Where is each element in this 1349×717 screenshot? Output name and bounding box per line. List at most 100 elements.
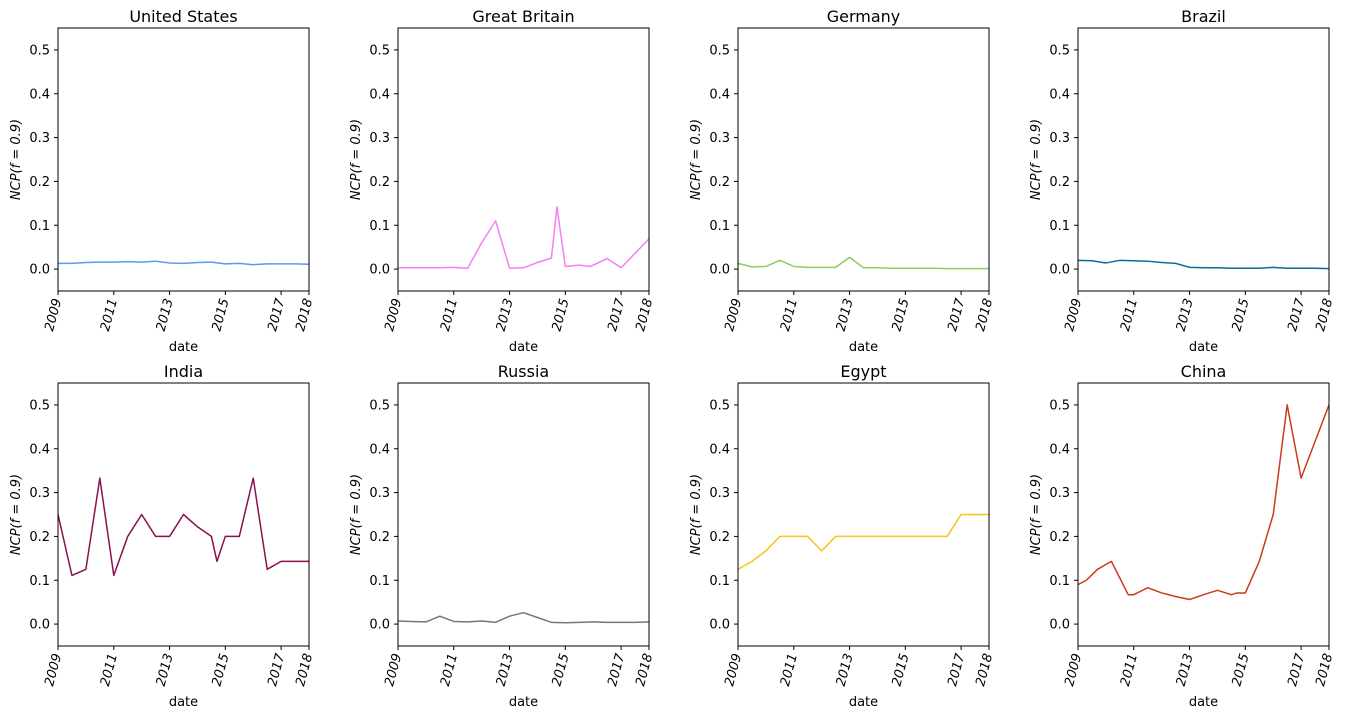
x-tick-label: 2013: [154, 297, 177, 333]
y-tick-label: 0.5: [369, 43, 390, 58]
y-tick-label: 0.0: [709, 263, 730, 278]
y-tick-label: 0.3: [369, 486, 390, 501]
x-tick-label: 2018: [633, 652, 656, 688]
subplot-germany: Germany 0.0 0.1 0.2 0.3 0.4 0.5 2009 2011 2013 201…: [689, 7, 996, 355]
x-tick-label: 2017: [605, 651, 628, 688]
y-tick-label: 0.1: [29, 574, 50, 589]
axes-frame: [737, 382, 990, 647]
x-tick-label: 2013: [1174, 652, 1197, 688]
x-tick-label: 2015: [210, 652, 233, 688]
y-tick-label: 0.2: [369, 530, 390, 545]
y-tick-label: 0.2: [29, 530, 50, 545]
x-tick-label: 2009: [1062, 297, 1085, 333]
y-tick-label: 0.3: [29, 131, 50, 146]
x-tick-label: 2017: [945, 651, 968, 688]
y-axis-label: NCP(f = 0.9): [349, 119, 364, 200]
y-tick-label: 0.4: [369, 87, 390, 102]
x-tick-label: 2017: [1285, 296, 1308, 333]
y-tick-label: 0.3: [29, 486, 50, 501]
y-axis-label: NCP(f = 0.9): [689, 119, 704, 200]
x-axis-label: date: [1189, 340, 1218, 355]
y-axis-label: NCP(f = 0.9): [1029, 119, 1044, 200]
x-tick-label: 2018: [293, 652, 316, 688]
x-tick-label: 2018: [1313, 652, 1336, 688]
series-line: [57, 477, 309, 577]
axes-frame: [57, 382, 310, 647]
x-tick-label: 2015: [890, 297, 913, 333]
y-tick-label: 0.0: [369, 618, 390, 633]
y-tick-label: 0.5: [29, 398, 50, 413]
x-axis-label: date: [849, 695, 878, 710]
x-tick-label: 2015: [1230, 652, 1253, 688]
y-tick-label: 0.0: [709, 618, 730, 633]
x-tick-label: 2017: [265, 651, 288, 688]
x-tick-label: 2018: [633, 297, 656, 333]
y-tick-label: 0.1: [1049, 574, 1070, 589]
x-tick-label: 2018: [1313, 297, 1336, 333]
y-tick-label: 0.5: [1049, 398, 1070, 413]
x-tick-label: 2009: [722, 297, 745, 333]
x-axis-label: date: [1189, 695, 1218, 710]
subplot-title: Egypt: [840, 362, 886, 381]
x-axis-label: date: [509, 695, 538, 710]
x-tick-label: 2009: [42, 652, 65, 688]
y-tick-label: 0.3: [1049, 486, 1070, 501]
x-tick-label: 2011: [98, 652, 121, 688]
y-tick-label: 0.4: [1049, 442, 1070, 457]
y-tick-label: 0.1: [369, 219, 390, 234]
y-tick-label: 0.1: [29, 219, 50, 234]
y-tick-label: 0.3: [709, 131, 730, 146]
y-tick-label: 0.2: [369, 175, 390, 190]
series-line: [58, 260, 310, 266]
x-tick-label: 2009: [1062, 652, 1085, 688]
y-tick-label: 0.5: [29, 43, 50, 58]
y-tick-label: 0.0: [1049, 618, 1070, 633]
subplot-russia: Russia 0.0 0.1 0.2 0.3 0.4 0.5 2009 2011 2013 2015…: [349, 362, 656, 710]
y-axis-label: NCP(f = 0.9): [9, 474, 24, 555]
x-tick-label: 2009: [382, 297, 405, 333]
subplot-title: Great Britain: [472, 7, 574, 26]
y-tick-label: 0.3: [709, 486, 730, 501]
subplot-title: China: [1181, 362, 1227, 381]
x-tick-label: 2015: [550, 297, 573, 333]
x-tick-label: 2013: [834, 297, 857, 333]
x-tick-label: 2011: [98, 297, 121, 333]
y-tick-label: 0.0: [29, 263, 50, 278]
y-tick-label: 0.0: [1049, 263, 1070, 278]
y-tick-label: 0.4: [1049, 87, 1070, 102]
x-axis-label: date: [509, 340, 538, 355]
subplot-title: Germany: [827, 7, 901, 26]
x-tick-label: 2009: [382, 652, 405, 688]
y-tick-label: 0.1: [709, 219, 730, 234]
y-tick-label: 0.2: [1049, 175, 1070, 190]
y-tick-label: 0.0: [29, 618, 50, 633]
y-tick-label: 0.2: [1049, 530, 1070, 545]
x-tick-label: 2011: [1118, 297, 1141, 333]
axes-frame: [397, 27, 650, 292]
series-line: [737, 513, 989, 570]
axes-frame: [1077, 382, 1330, 647]
y-tick-label: 0.5: [1049, 43, 1070, 58]
subplot-china: China 0.0 0.1 0.2 0.3 0.4 0.5 2009 2011 2013 2015 2…: [1029, 362, 1336, 710]
subplot-great-britain: Great Britain 0.0 0.1 0.2 0.3 0.4 0.5 2009 2011 2…: [349, 7, 656, 355]
y-tick-label: 0.5: [709, 43, 730, 58]
x-tick-label: 2017: [945, 296, 968, 333]
x-tick-label: 2015: [890, 652, 913, 688]
x-tick-label: 2015: [1230, 297, 1253, 333]
y-tick-label: 0.1: [1049, 219, 1070, 234]
y-tick-label: 0.4: [709, 87, 730, 102]
x-tick-label: 2009: [722, 652, 745, 688]
x-tick-label: 2017: [265, 296, 288, 333]
subplot-united-states: United States 0.0 0.1 0.2 0.3 0.4 0.5 2009 2011 2…: [9, 7, 316, 355]
x-tick-label: 2011: [438, 297, 461, 333]
x-tick-label: 2017: [605, 296, 628, 333]
subplot-brazil: Brazil 0.0 0.1 0.2 0.3 0.4 0.5 2009 2011 2013 2015…: [1029, 7, 1336, 355]
x-tick-label: 2018: [973, 652, 996, 688]
subplot-india: India 0.0 0.1 0.2 0.3 0.4 0.5 2009 2011 2013 2015 2…: [9, 362, 316, 710]
y-tick-label: 0.2: [709, 530, 730, 545]
series-line: [1077, 259, 1330, 270]
y-tick-label: 0.4: [709, 442, 730, 457]
x-tick-label: 2015: [550, 652, 573, 688]
x-tick-label: 2017: [1285, 651, 1308, 688]
y-tick-label: 0.4: [29, 442, 50, 457]
